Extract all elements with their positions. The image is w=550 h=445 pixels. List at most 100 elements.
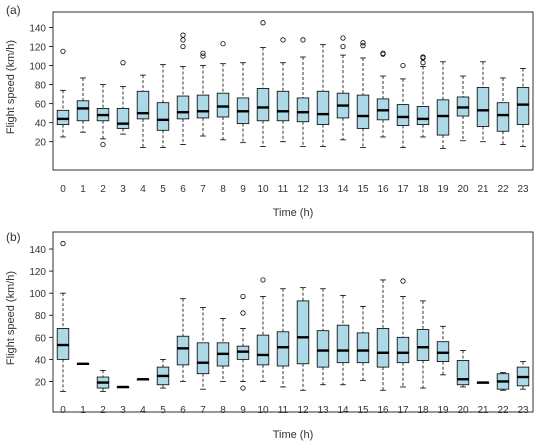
outlier-point (420, 60, 426, 66)
box-20 (456, 350, 470, 388)
x-tick-label: 18 (417, 184, 429, 195)
y-tick-label: 20 (35, 138, 47, 149)
y-axis-label: Flight speed (km/h) (5, 271, 17, 365)
outlier-point (360, 40, 366, 46)
outlier-point (60, 48, 66, 54)
outlier-point (60, 240, 66, 247)
outlier-point (240, 293, 246, 300)
outlier-point (400, 62, 406, 69)
y-tick-label: 140 (29, 245, 46, 256)
x-tick-label: 16 (377, 405, 389, 416)
y-tick-label: 140 (29, 24, 46, 35)
iqr-box (196, 94, 210, 119)
outlier-point (180, 32, 186, 38)
x-tick-label: 8 (220, 405, 226, 416)
x-tick-label: 13 (317, 184, 329, 195)
box-1 (76, 77, 90, 133)
outlier-point (200, 53, 206, 59)
box-19 (436, 325, 450, 376)
x-tick-label: 8 (220, 184, 226, 195)
x-tick-label: 2 (100, 184, 106, 195)
iqr-box (176, 335, 190, 366)
iqr-box (256, 334, 270, 366)
x-tick-label: 23 (517, 184, 529, 195)
box-4 (136, 74, 150, 148)
outlier-point (340, 35, 346, 41)
y-tick-label: 80 (35, 311, 47, 322)
x-tick-label: 22 (497, 405, 509, 416)
box-1 (76, 362, 90, 365)
x-tick-label: 5 (160, 405, 166, 416)
y-tick-label: 120 (29, 267, 46, 278)
box-2 (96, 84, 110, 148)
box-9 (236, 293, 250, 391)
x-tick-label: 4 (140, 405, 146, 416)
iqr-box (376, 328, 390, 368)
x-tick-label: 3 (120, 405, 126, 416)
iqr-box (456, 360, 470, 386)
box-22 (496, 77, 510, 145)
plot-frame (52, 231, 534, 413)
x-tick-label: 2 (100, 405, 106, 416)
outlier-point (100, 141, 106, 148)
box-14 (336, 35, 350, 141)
box-7 (196, 307, 210, 390)
y-tick-label: 100 (29, 62, 46, 73)
box-10 (256, 277, 270, 382)
x-tick-label: 20 (457, 184, 469, 195)
y-tick-label: 20 (35, 377, 47, 388)
y-tick-label: 60 (35, 100, 47, 111)
iqr-box (216, 92, 230, 118)
y-axis-label: Flight speed (km/h) (5, 40, 17, 134)
box-20 (456, 75, 470, 142)
iqr-box (356, 332, 370, 364)
plot-frame (52, 11, 534, 171)
x-tick-label: 14 (337, 405, 349, 416)
y-tick-label: 100 (29, 289, 46, 300)
x-tick-label: 18 (417, 405, 429, 416)
x-tick-label: 10 (257, 184, 269, 195)
x-tick-label: 6 (180, 184, 186, 195)
box-0 (56, 48, 70, 138)
x-tick-label: 15 (357, 405, 369, 416)
x-tick-label: 6 (180, 405, 186, 416)
x-tick-label: 4 (140, 184, 146, 195)
box-6 (176, 32, 190, 145)
x-tick-label: 12 (297, 184, 309, 195)
box-18 (416, 300, 430, 389)
outlier-point (420, 54, 426, 60)
panel-label: (a) (6, 3, 21, 17)
iqr-box (356, 94, 370, 129)
y-tick-label: 60 (35, 333, 47, 344)
x-tick-label: 3 (120, 184, 126, 195)
x-tick-label: 1 (80, 184, 86, 195)
iqr-box (276, 90, 290, 122)
box-9 (236, 62, 250, 144)
box-10 (256, 20, 270, 147)
x-tick-label: 17 (397, 184, 409, 195)
panel-label: (b) (6, 230, 21, 244)
x-tick-label: 10 (257, 405, 269, 416)
outlier-point (260, 20, 266, 26)
x-tick-label: 19 (437, 405, 449, 416)
box-8 (216, 318, 230, 382)
box-0 (56, 240, 70, 392)
box-23 (516, 361, 530, 390)
x-tick-label: 0 (60, 184, 66, 195)
box-3 (116, 60, 130, 135)
x-tick-label: 9 (240, 184, 246, 195)
box-14 (336, 294, 350, 386)
box-2 (96, 370, 110, 392)
x-axis-label: Time (h) (273, 429, 314, 441)
box-19 (436, 61, 450, 149)
iqr-box (416, 329, 430, 361)
box-17 (396, 278, 410, 388)
x-tick-label: 7 (200, 405, 206, 416)
y-tick-label: 80 (35, 81, 47, 92)
x-tick-label: 21 (477, 405, 489, 416)
box-23 (516, 68, 530, 147)
x-tick-label: 23 (517, 405, 529, 416)
